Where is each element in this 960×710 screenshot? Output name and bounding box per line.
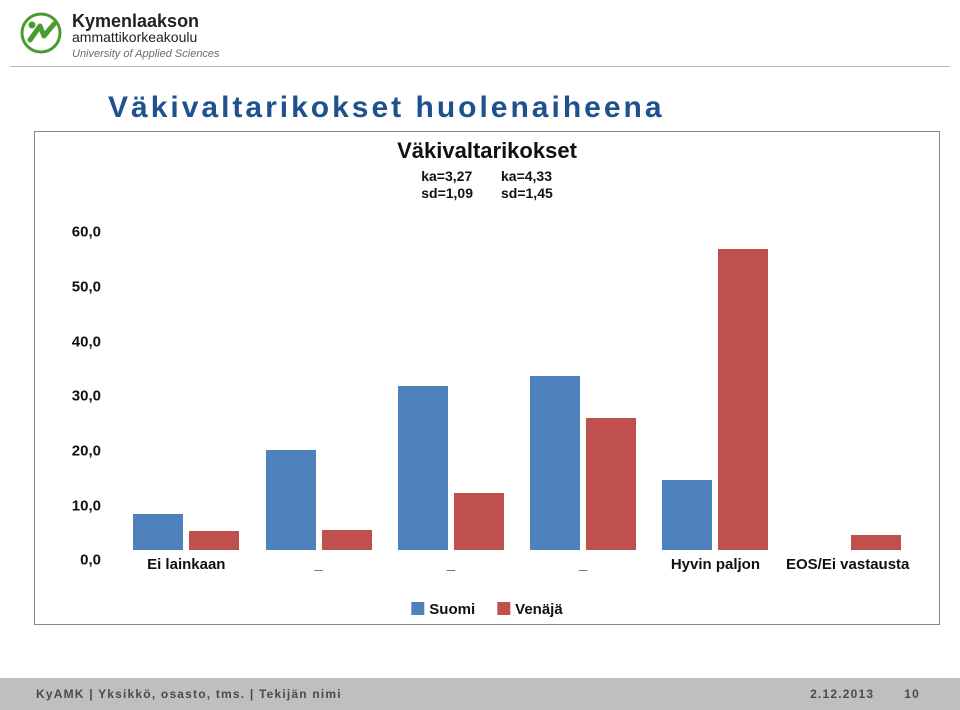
x-tick-label: Ei lainkaan xyxy=(147,556,225,573)
y-tick-label: 50,0 xyxy=(47,278,101,295)
footer-left-text: KyAMK | Yksikkö, osasto, tms. | Tekijän … xyxy=(0,687,810,701)
header: Kymenlaakson ammattikorkeakoulu Universi… xyxy=(0,0,960,60)
y-tick-label: 40,0 xyxy=(47,333,101,350)
bar xyxy=(851,535,901,550)
bars-layer xyxy=(107,222,927,550)
x-tick-label: _ xyxy=(314,556,322,573)
y-tick-label: 20,0 xyxy=(47,442,101,459)
y-tick-label: 10,0 xyxy=(47,497,101,514)
footer: KyAMK | Yksikkö, osasto, tms. | Tekijän … xyxy=(0,678,960,710)
x-tick-label: EOS/Ei vastausta xyxy=(786,556,909,573)
chart-stat-block: ka=3,27 sd=1,09 ka=4,33 sd=1,45 xyxy=(421,168,553,202)
stat-ka-1: ka=3,27 xyxy=(421,168,473,185)
bar xyxy=(454,493,504,550)
bar xyxy=(398,386,448,551)
chart-container: Väkivaltarikokset ka=3,27 sd=1,09 ka=4,3… xyxy=(34,131,940,625)
stat-ka-2: ka=4,33 xyxy=(501,168,553,185)
footer-date: 2.12.2013 xyxy=(810,687,904,701)
stats-series-1: ka=3,27 sd=1,09 xyxy=(421,168,473,202)
y-tick-label: 0,0 xyxy=(47,552,101,569)
y-tick-label: 60,0 xyxy=(47,224,101,241)
stat-sd-2: sd=1,45 xyxy=(501,185,553,202)
header-divider xyxy=(10,66,950,67)
brand-line-3: University of Applied Sciences xyxy=(72,48,220,60)
legend-swatch-1 xyxy=(411,602,424,615)
y-tick-label: 30,0 xyxy=(47,388,101,405)
legend-swatch-2 xyxy=(497,602,510,615)
x-tick-label: Hyvin paljon xyxy=(671,556,760,573)
stat-sd-1: sd=1,09 xyxy=(421,185,473,202)
legend-item-2: Venäjä xyxy=(497,601,563,618)
legend-item-1: Suomi xyxy=(411,601,475,618)
chart-plot-area: 0,010,020,030,040,050,060,0 xyxy=(107,222,927,550)
footer-page-number: 10 xyxy=(904,687,960,701)
bar xyxy=(266,450,316,550)
legend-label-1: Suomi xyxy=(429,601,475,618)
x-tick-label: _ xyxy=(447,556,455,573)
chart-title: Väkivaltarikokset xyxy=(397,138,577,164)
legend-label-2: Venäjä xyxy=(515,601,563,618)
x-tick-label: _ xyxy=(579,556,587,573)
brand-text: Kymenlaakson ammattikorkeakoulu Universi… xyxy=(72,12,220,60)
bar xyxy=(530,376,580,550)
chart-legend: Suomi Venäjä xyxy=(411,601,562,618)
bar xyxy=(586,418,636,550)
bar xyxy=(662,480,712,550)
x-axis-labels: Ei lainkaan _ _ _ Hyvin paljon EOS/Ei vastaus… xyxy=(107,556,927,578)
logo-icon xyxy=(20,12,62,54)
bar xyxy=(718,249,768,551)
slide: Kymenlaakson ammattikorkeakoulu Universi… xyxy=(0,0,960,710)
bar xyxy=(322,530,372,551)
bar xyxy=(133,514,183,551)
brand-line-2: ammattikorkeakoulu xyxy=(72,30,220,45)
stats-series-2: ka=4,33 sd=1,45 xyxy=(501,168,553,202)
bar xyxy=(189,531,239,550)
slide-title: Väkivaltarikokset huolenaiheena xyxy=(108,91,960,125)
